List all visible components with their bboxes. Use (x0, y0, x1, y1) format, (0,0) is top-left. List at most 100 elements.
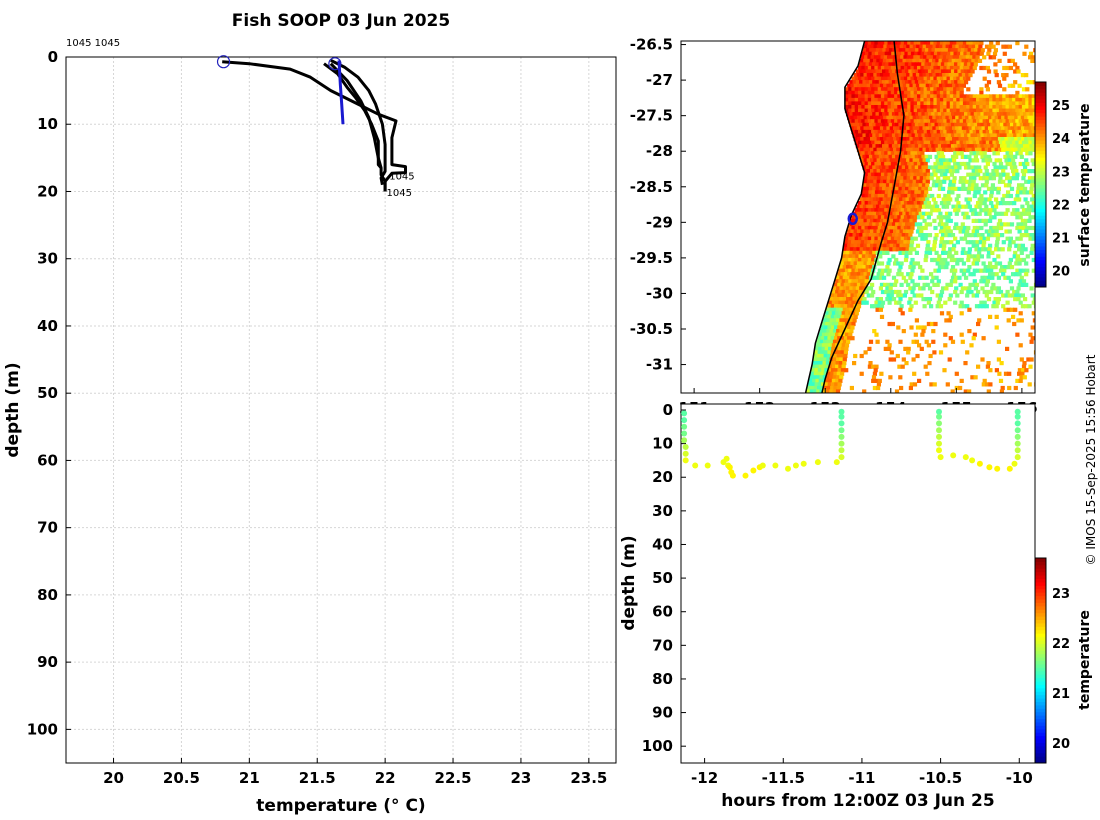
sst-cell (856, 218, 862, 223)
colorbar-swatch (1035, 588, 1046, 593)
sst-cell (851, 97, 856, 103)
sst-cell (909, 147, 914, 152)
sst-cell (939, 140, 945, 145)
sst-cell (974, 58, 979, 63)
sst-cell (872, 80, 877, 85)
sst-cell (990, 250, 995, 255)
sst-cell (871, 108, 876, 113)
sst-cell (849, 247, 854, 252)
sst-cell (944, 250, 949, 255)
y-tick-label: 60 (37, 451, 58, 469)
sst-cell (996, 112, 1001, 117)
profile-plot: 20 20.5 21 21.5 22 22.5 23 23.50102030405060708… (3, 38, 617, 816)
sst-cell (887, 151, 892, 156)
sst-cell (932, 282, 937, 287)
sst-cell (894, 215, 899, 220)
sst-cell (873, 169, 878, 174)
sst-cell (949, 108, 954, 113)
sst-cell (903, 90, 909, 95)
sst-cell (926, 343, 931, 348)
sst-cell (961, 73, 966, 78)
sst-cell (930, 172, 935, 177)
colorbar-swatch (1035, 153, 1046, 158)
sst-cell (895, 80, 900, 85)
colorbar-swatch (1035, 674, 1046, 679)
sst-cell (912, 115, 917, 120)
sst-cell (938, 83, 944, 88)
sst-cell (1004, 126, 1009, 131)
sst-cell (880, 140, 886, 145)
sst-cell (952, 55, 957, 60)
sst-cell (879, 272, 885, 277)
sst-cell (851, 289, 856, 295)
sst-cell (992, 101, 997, 106)
sst-cell (817, 368, 822, 373)
sst-cell (930, 289, 935, 295)
colorbar-swatch (1035, 239, 1046, 244)
sst-cell (834, 382, 839, 387)
sst-cell (969, 343, 974, 348)
sst-cell (884, 208, 889, 213)
sst-cell (917, 51, 922, 56)
sst-cell (890, 65, 895, 71)
sst-cell (840, 368, 845, 373)
sst-cell (966, 108, 971, 113)
sst-cell (997, 137, 1003, 142)
sst-cell (872, 247, 877, 252)
sst-cell (852, 133, 857, 138)
sst-cell (875, 154, 880, 159)
sst-cell (990, 204, 995, 209)
sst-cell (817, 382, 822, 387)
sst-cell (1018, 161, 1023, 167)
sst-cell (930, 51, 935, 56)
section-point (936, 447, 942, 454)
sst-cell (958, 147, 963, 152)
sst-cell (876, 247, 881, 252)
sst-cell (915, 197, 920, 202)
sst-cell (967, 48, 972, 53)
sst-cell (956, 105, 961, 110)
sst-cell (985, 236, 990, 241)
sst-cell (878, 165, 883, 170)
sst-cell (948, 44, 953, 49)
sst-cell (967, 204, 972, 209)
sst-cell (897, 97, 902, 103)
sst-cell (1013, 69, 1018, 74)
sst-cell (910, 257, 915, 263)
sst-cell (1021, 119, 1027, 124)
sst-cell (870, 293, 875, 298)
sst-cell (1012, 119, 1017, 124)
sst-cell (849, 329, 854, 334)
sst-cell (977, 58, 983, 63)
sst-cell (990, 233, 995, 238)
sst-cell (872, 48, 877, 53)
sst-cell (937, 112, 942, 117)
sst-cell (1016, 318, 1021, 323)
sst-cell (861, 257, 866, 263)
sst-cell (874, 201, 879, 206)
sst-cell (855, 286, 860, 291)
sst-cell (884, 129, 889, 135)
sst-cell (950, 69, 956, 74)
sst-cell (825, 361, 830, 366)
sst-cell (971, 293, 976, 298)
sst-cell (1033, 126, 1035, 131)
sst-cell (894, 94, 899, 99)
sst-cell (936, 268, 941, 273)
sst-cell (970, 48, 975, 53)
sst-cell (868, 233, 874, 238)
sst-cell (849, 233, 854, 238)
sst-cell (911, 80, 916, 85)
sst-cell (1013, 62, 1018, 67)
sst-cell (980, 154, 985, 159)
sst-cell (911, 154, 916, 159)
sst-cell (858, 129, 863, 135)
sst-cell (967, 286, 972, 291)
sst-cell (942, 169, 947, 174)
x-tick-label: 20 (103, 769, 124, 787)
sst-cell (826, 375, 831, 380)
sst-cell (866, 211, 871, 216)
sst-cell (875, 80, 880, 85)
sst-cell (1029, 80, 1034, 85)
sst-cell (976, 140, 981, 145)
